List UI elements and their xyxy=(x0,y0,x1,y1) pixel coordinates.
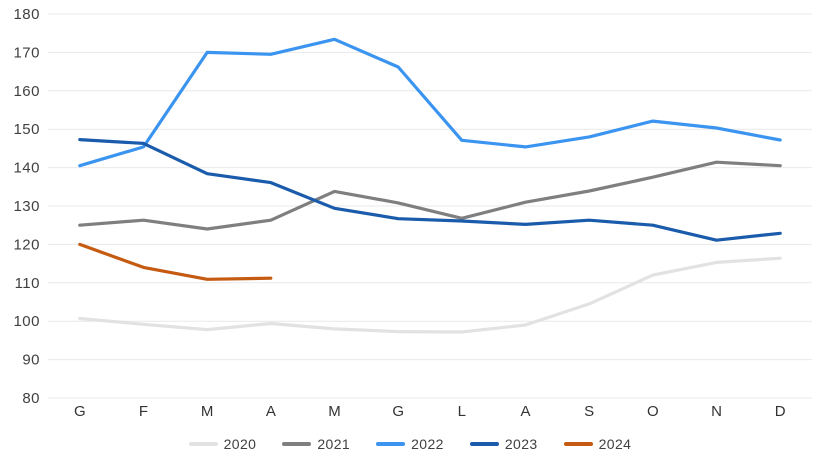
y-axis-tick-label: 140 xyxy=(13,160,40,177)
y-axis-tick-label: 90 xyxy=(22,352,40,369)
x-axis-month-label: G xyxy=(392,403,404,420)
series-line-2024 xyxy=(78,242,273,281)
x-axis-month-label: S xyxy=(584,403,594,420)
y-axis-tick-label: 150 xyxy=(13,121,40,138)
legend-swatch-icon xyxy=(563,442,593,446)
series-line-2022 xyxy=(78,37,782,168)
legend-swatch-icon xyxy=(469,442,499,446)
legend-item-2021: 2021 xyxy=(282,436,350,452)
series-line-2023 xyxy=(78,138,782,242)
x-axis-month-label: M xyxy=(201,403,214,420)
y-axis-tick-label: 170 xyxy=(13,44,40,61)
x-axis-month-label: G xyxy=(74,403,86,420)
legend-label: 2024 xyxy=(598,436,632,452)
legend-label: 2021 xyxy=(317,436,351,452)
chart-legend: 2020 2021 2022 2023 2024 xyxy=(0,436,820,452)
legend-label: 2022 xyxy=(411,436,444,452)
x-axis-month-label: F xyxy=(139,403,148,420)
legend-item-2022: 2022 xyxy=(376,436,444,452)
y-axis-tick-label: 160 xyxy=(13,83,40,100)
legend-label: 2023 xyxy=(504,436,538,452)
y-axis-tick-label: 80 xyxy=(22,390,40,407)
legend-swatch-icon xyxy=(282,442,312,446)
x-axis-month-label: A xyxy=(520,403,530,420)
y-axis-tick-label: 180 xyxy=(13,6,40,23)
legend-item-2020: 2020 xyxy=(188,436,257,452)
x-axis-month-label: A xyxy=(266,403,276,420)
series-line-2020 xyxy=(78,256,782,334)
legend-label: 2020 xyxy=(223,436,257,452)
legend-item-2023: 2023 xyxy=(469,436,538,452)
y-axis-tick-label: 130 xyxy=(13,198,40,215)
legend-item-2024: 2024 xyxy=(563,436,632,452)
y-axis-tick-label: 100 xyxy=(13,313,40,330)
x-axis-month-label: M xyxy=(328,403,341,420)
x-axis-month-label: L xyxy=(458,403,466,420)
x-axis-month-label: D xyxy=(775,403,786,420)
series-line-2021 xyxy=(78,160,782,231)
legend-swatch-icon xyxy=(188,442,218,446)
y-axis-tick-label: 110 xyxy=(15,275,40,292)
x-axis-month-label: N xyxy=(711,403,722,420)
y-axis-tick-label: 120 xyxy=(13,236,40,253)
x-axis-month-label: O xyxy=(647,403,659,420)
legend-swatch-icon xyxy=(376,442,406,446)
